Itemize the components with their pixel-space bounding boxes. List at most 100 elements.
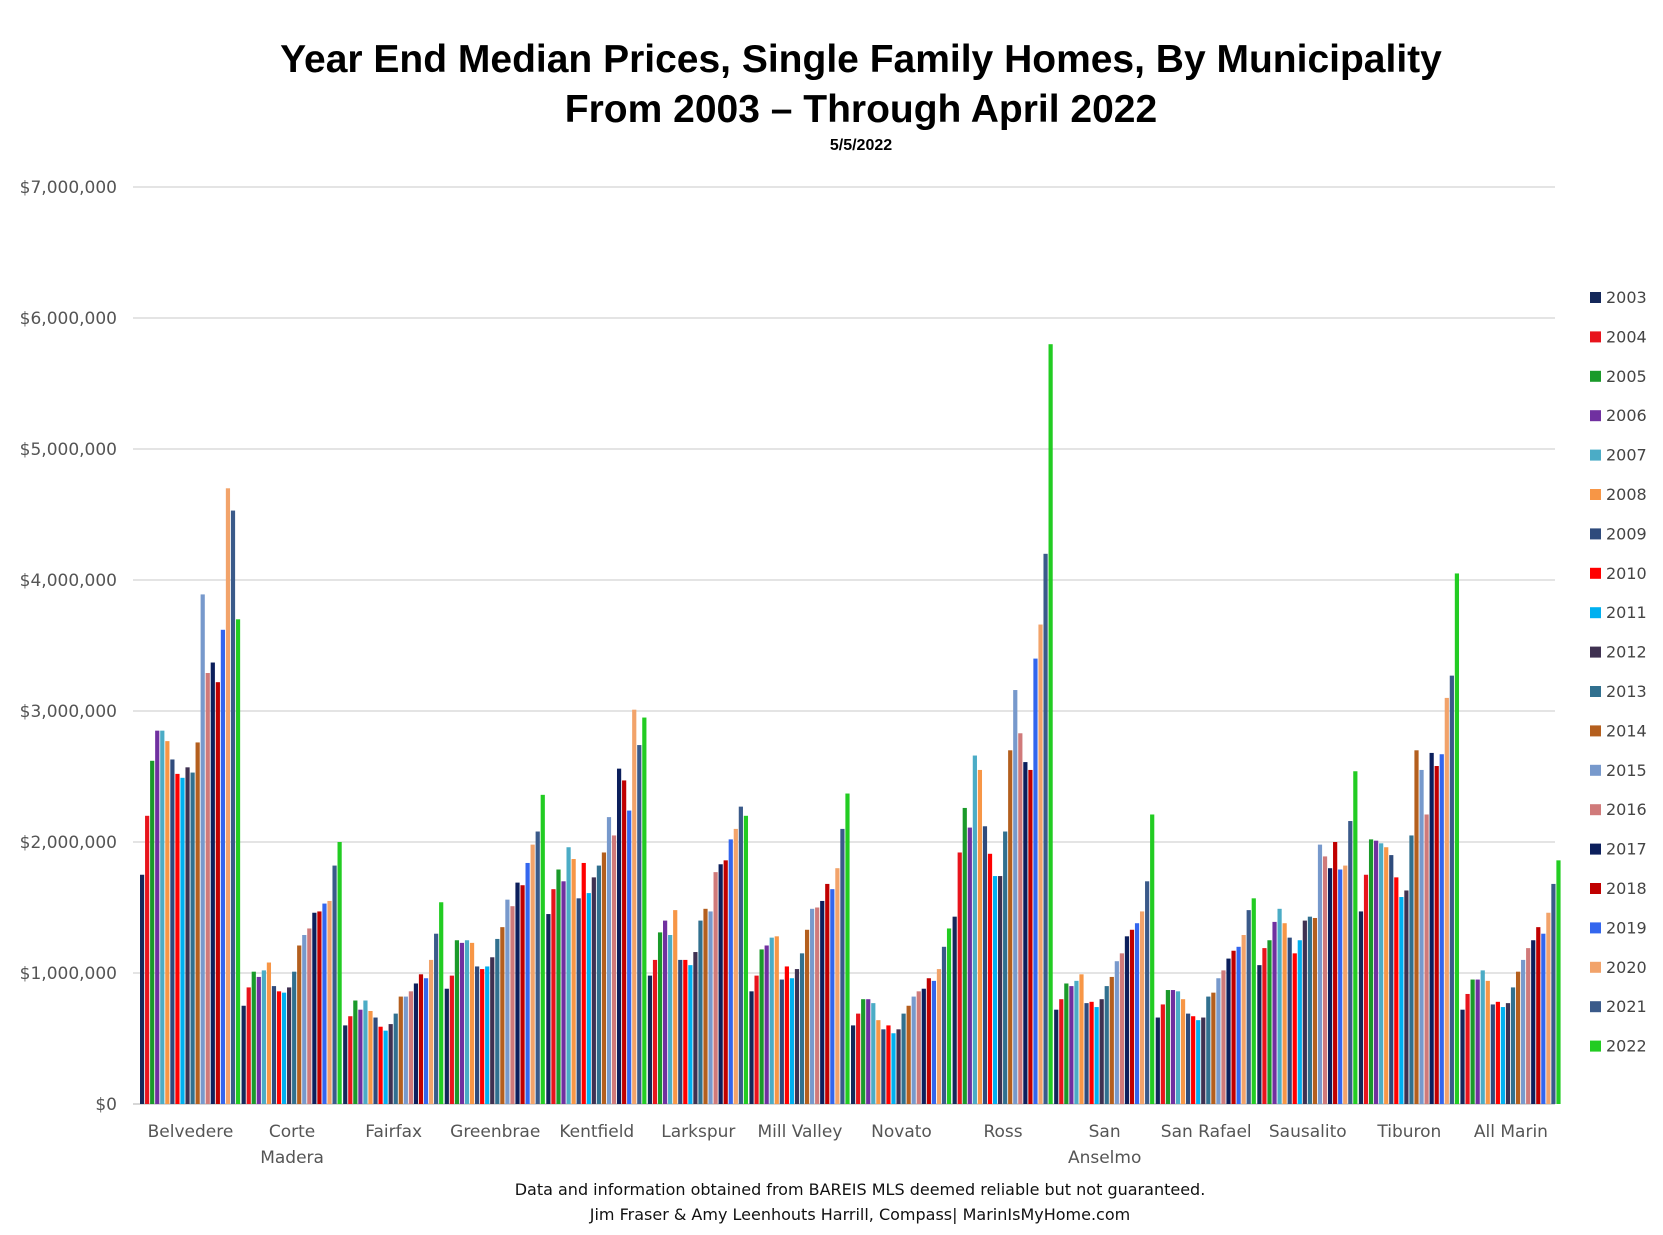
bar-2013-6 <box>799 953 805 1104</box>
bar-2011-8 <box>992 876 998 1104</box>
bar-2012-0 <box>185 767 190 1104</box>
bar-2012-5 <box>693 952 698 1104</box>
bar-2008-12 <box>1384 847 1389 1104</box>
bar-2011-9 <box>1094 1007 1099 1104</box>
footer-credit: Jim Fraser & Amy Leenhouts Harrill, Comp… <box>589 1205 1130 1224</box>
bar-2019-2 <box>423 978 429 1104</box>
bar-2011-3 <box>485 966 490 1104</box>
bar-2010-0 <box>175 773 180 1104</box>
bar-2011-1 <box>281 992 287 1104</box>
bar-2006-2 <box>358 1009 363 1104</box>
bar-2006-0 <box>155 730 160 1104</box>
bar-2009-6 <box>779 979 784 1104</box>
bar-2009-13 <box>1490 1004 1495 1104</box>
bar-2003-1 <box>241 1005 246 1104</box>
bar-2015-1 <box>302 935 307 1104</box>
bar-2005-0 <box>150 760 155 1104</box>
bar-2003-8 <box>952 916 957 1104</box>
bar-2017-0 <box>210 662 215 1104</box>
bar-2014-2 <box>398 996 403 1104</box>
legend-swatch-2005 <box>1590 370 1601 382</box>
chart-subtitle: 5/5/2022 <box>830 137 892 154</box>
bar-2016-6 <box>815 907 820 1104</box>
bar-2005-6 <box>759 949 764 1104</box>
category-label: Fairfax <box>365 1122 422 1142</box>
bar-2007-5 <box>668 935 673 1104</box>
bar-2018-11 <box>1333 842 1338 1104</box>
bar-2004-1 <box>246 987 251 1104</box>
bar-2010-11 <box>1292 953 1297 1104</box>
y-tick-label: $0 <box>95 1095 117 1115</box>
bar-2020-11 <box>1343 865 1348 1104</box>
bar-2003-11 <box>1257 965 1262 1104</box>
bar-2006-8 <box>967 827 972 1104</box>
bar-2017-4 <box>616 768 622 1104</box>
bar-2014-13 <box>1515 971 1521 1104</box>
bar-2003-12 <box>1358 911 1364 1104</box>
bar-2005-9 <box>1064 983 1069 1104</box>
legend-swatch-2013 <box>1590 686 1601 697</box>
bar-2015-5 <box>708 911 713 1104</box>
legend-label-2020: 2020 <box>1606 958 1647 977</box>
bar-2022-1 <box>337 842 342 1104</box>
bar-2015-12 <box>1419 769 1424 1104</box>
bar-2018-6 <box>825 883 830 1104</box>
legend-swatch-2010 <box>1590 567 1601 579</box>
bar-2021-11 <box>1348 821 1353 1104</box>
bar-2018-5 <box>723 860 728 1104</box>
legend-label-2022: 2022 <box>1606 1037 1647 1056</box>
bar-2016-2 <box>408 991 413 1104</box>
category-label: Larkspur <box>661 1122 735 1142</box>
bar-2011-0 <box>180 777 185 1104</box>
legend-swatch-2011 <box>1590 607 1601 619</box>
bar-2018-8 <box>1028 769 1033 1104</box>
bar-2022-11 <box>1353 771 1358 1104</box>
bar-2021-6 <box>840 828 845 1104</box>
bar-2020-1 <box>327 900 332 1104</box>
bar-2009-3 <box>475 966 480 1104</box>
legend-label-2013: 2013 <box>1606 682 1647 701</box>
bar-2020-0 <box>225 488 231 1104</box>
bar-2010-8 <box>987 853 993 1104</box>
bar-2010-1 <box>276 991 282 1104</box>
bar-2015-11 <box>1317 844 1323 1104</box>
bar-2006-9 <box>1069 986 1074 1104</box>
bar-2014-12 <box>1414 750 1419 1104</box>
bar-2020-4 <box>632 709 637 1104</box>
bar-2010-10 <box>1191 1016 1196 1104</box>
bar-2019-5 <box>728 839 733 1104</box>
category-label: Mill Valley <box>757 1122 842 1142</box>
bar-2016-7 <box>916 991 921 1104</box>
bar-2007-1 <box>261 970 266 1104</box>
bar-2012-10 <box>1201 1017 1206 1104</box>
bar-2018-12 <box>1434 766 1439 1104</box>
bar-2004-10 <box>1160 1004 1165 1104</box>
legend-label-2003: 2003 <box>1606 288 1647 307</box>
bar-2004-3 <box>449 975 454 1104</box>
legend-label-2016: 2016 <box>1606 800 1647 819</box>
bar-2022-13 <box>1556 860 1561 1104</box>
legend-swatch-2008 <box>1590 489 1601 500</box>
bar-2016-5 <box>713 872 718 1104</box>
bar-2004-8 <box>957 852 962 1104</box>
bar-2018-10 <box>1231 950 1236 1104</box>
legend-label-2007: 2007 <box>1606 446 1647 465</box>
bar-2020-3 <box>530 844 535 1104</box>
bar-2011-2 <box>383 1030 388 1104</box>
bar-2022-6 <box>845 793 850 1104</box>
bar-2010-6 <box>784 966 789 1104</box>
bar-2010-2 <box>378 1026 383 1104</box>
bar-2017-2 <box>413 983 419 1104</box>
bar-2021-0 <box>230 510 236 1104</box>
bar-2003-13 <box>1460 1009 1465 1104</box>
bar-2017-8 <box>1023 762 1028 1104</box>
bar-2020-10 <box>1241 935 1246 1104</box>
category-label: Greenbrae <box>450 1122 540 1142</box>
bar-2017-11 <box>1327 868 1333 1104</box>
category-label: San Anselmo <box>1068 1122 1141 1168</box>
bar-2012-9 <box>1099 999 1104 1104</box>
bar-2010-7 <box>886 1025 891 1104</box>
bar-2007-0 <box>160 730 165 1104</box>
bar-2017-12 <box>1429 752 1434 1104</box>
chart-title-line2: From 2003 – Through April 2022 <box>565 88 1157 131</box>
